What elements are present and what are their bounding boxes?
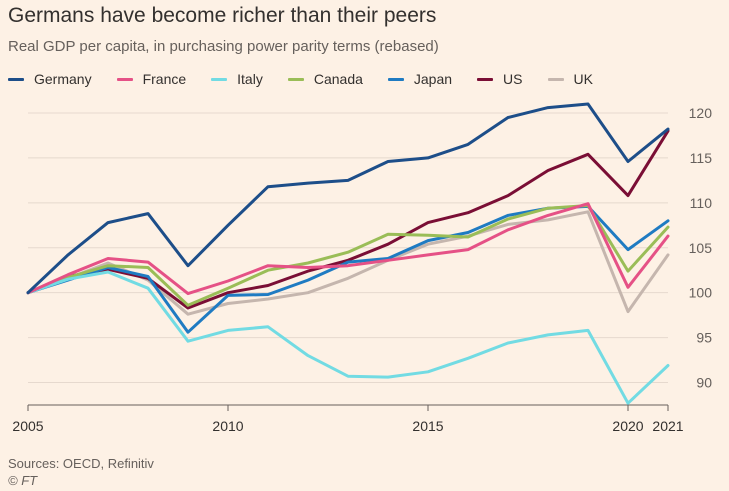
x-tick-label: 2005 bbox=[12, 418, 43, 434]
legend-item-france: France bbox=[116, 71, 187, 87]
y-tick-label: 115 bbox=[690, 150, 713, 166]
y-tick-label: 120 bbox=[689, 105, 713, 121]
legend-item-japan: Japan bbox=[387, 71, 453, 87]
legend-item-uk: UK bbox=[547, 71, 593, 87]
legend: Germany France Italy Canada Japan US UK bbox=[8, 69, 618, 89]
legend-label: France bbox=[142, 71, 187, 87]
x-tick-label: 2021 bbox=[652, 418, 683, 434]
y-tick-label: 95 bbox=[696, 330, 712, 346]
x-tick-label: 2010 bbox=[212, 418, 243, 434]
legend-label: Germany bbox=[34, 71, 92, 87]
x-tick-label: 2015 bbox=[412, 418, 443, 434]
legend-swatch bbox=[116, 77, 133, 81]
legend-swatch bbox=[547, 77, 564, 81]
legend-item-canada: Canada bbox=[287, 71, 363, 87]
series-line-germany bbox=[26, 102, 670, 295]
series-line-france bbox=[26, 202, 670, 296]
ft-credit: © FT bbox=[8, 473, 38, 488]
legend-swatch bbox=[477, 77, 494, 81]
series-line-canada bbox=[26, 204, 670, 307]
chart-title: Germans have become richer than their pe… bbox=[8, 4, 437, 27]
source-note: Sources: OECD, Refinitiv bbox=[8, 456, 154, 471]
legend-swatch bbox=[287, 77, 304, 81]
chart-subtitle: Real GDP per capita, in purchasing power… bbox=[8, 38, 439, 55]
series-line-italy bbox=[26, 270, 670, 405]
y-tick-label: 105 bbox=[689, 240, 713, 256]
legend-item-us: US bbox=[477, 71, 523, 87]
legend-item-germany: Germany bbox=[8, 71, 92, 87]
legend-label: Canada bbox=[313, 71, 363, 87]
legend-label: Italy bbox=[237, 71, 263, 87]
legend-swatch bbox=[211, 77, 228, 81]
legend-swatch bbox=[387, 77, 404, 81]
legend-label: UK bbox=[573, 71, 593, 87]
legend-swatch bbox=[8, 77, 24, 81]
series-line-us bbox=[26, 129, 670, 310]
y-tick-label: 110 bbox=[690, 195, 713, 211]
x-tick-label: 2020 bbox=[612, 418, 643, 434]
legend-item-italy: Italy bbox=[211, 71, 263, 87]
y-tick-label: 100 bbox=[689, 285, 713, 301]
legend-label: Japan bbox=[413, 71, 453, 87]
y-tick-label: 90 bbox=[696, 375, 712, 391]
legend-label: US bbox=[503, 71, 523, 87]
